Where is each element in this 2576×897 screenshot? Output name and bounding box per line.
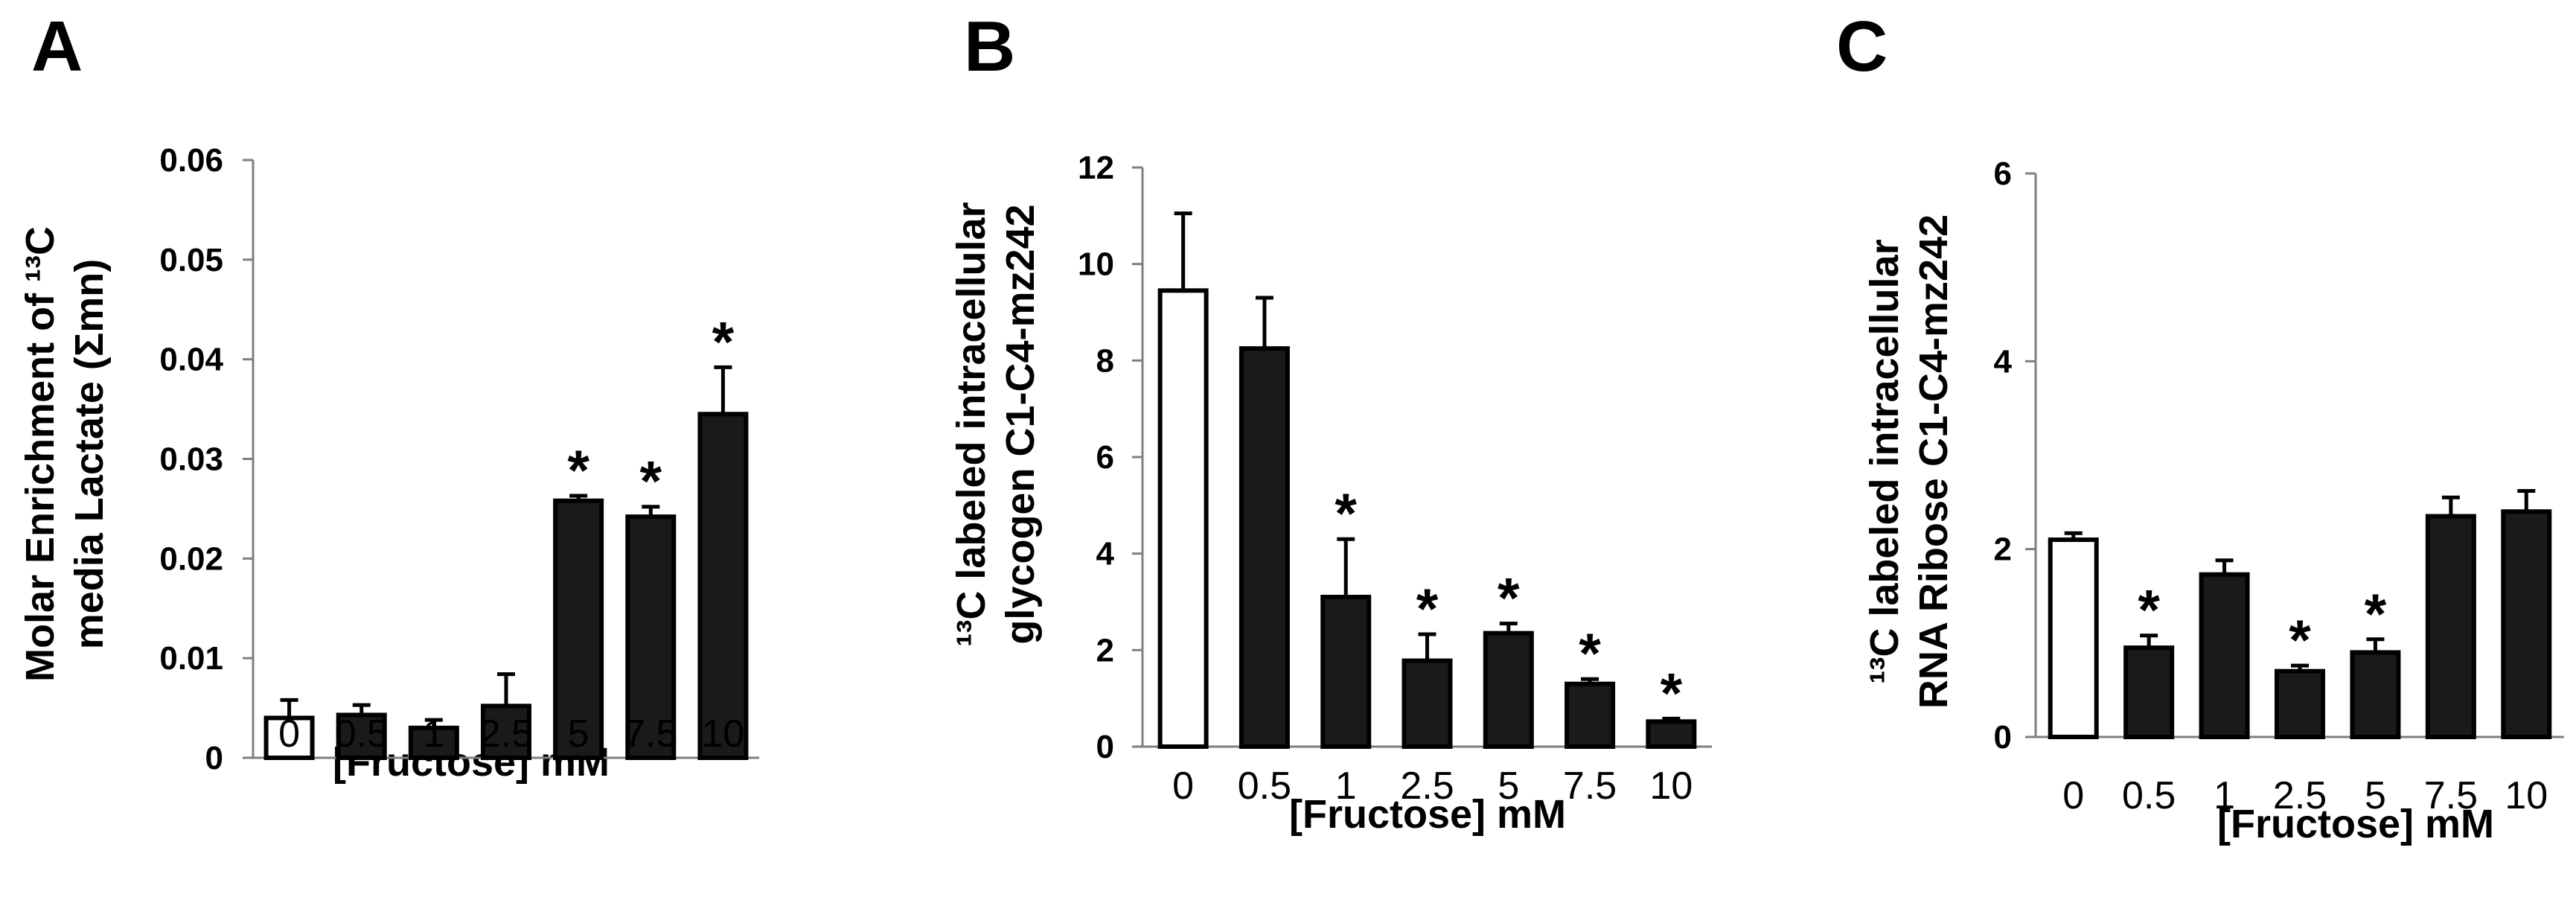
x-tick-label-b: 10 [1649, 764, 1693, 808]
significance-star-a: * [639, 450, 662, 514]
bar-b [1402, 658, 1453, 750]
bar-a [553, 498, 604, 761]
bar-b [1239, 346, 1290, 749]
significance-star-b: * [1579, 622, 1601, 686]
y-tick-label-b: 10 [1078, 246, 1114, 283]
x-tick-label-c: 1 [2214, 774, 2235, 817]
bar-b [1320, 595, 1372, 749]
x-tick-label-c: 0 [2062, 774, 2084, 817]
bar-a [336, 712, 387, 760]
x-axis-title-b: [Fructose] mM [1289, 792, 1566, 837]
significance-star-c: * [2289, 609, 2311, 672]
x-tick-label-b: 2.5 [1400, 764, 1454, 808]
y-tick-label-a: 0.03 [159, 441, 223, 478]
y-axis-title-b-line2: glycogen C1-C4-mz242 [998, 204, 1043, 644]
panel-letter-c: C [1836, 7, 1888, 86]
significance-star-c: * [2365, 583, 2387, 646]
y-tick-label-c: 6 [1994, 156, 2012, 192]
x-tick-label-c: 5 [2365, 774, 2386, 817]
y-axis-title-b-line1: ¹³C labeled intracellular [949, 202, 994, 646]
panel-c: C ¹³C labeled intracellular RNA Ribose C… [1836, 7, 2564, 846]
y-tick-label-a: 0 [205, 740, 223, 776]
y-tick-label-b: 0 [1096, 729, 1114, 765]
x-tick-label-a: 10 [702, 712, 745, 756]
significance-star-a: * [712, 310, 735, 374]
bar-b [1157, 288, 1209, 749]
x-tick-label-c: 0.5 [2122, 774, 2176, 817]
bar-a [263, 715, 315, 761]
bar-a [481, 703, 531, 761]
y-tick-label-c: 0 [1994, 719, 2012, 756]
x-tick-label-a: 7.5 [624, 712, 677, 756]
bar-c [2275, 668, 2325, 740]
significance-star-c: * [2138, 579, 2160, 642]
y-tick-label-b: 4 [1096, 536, 1115, 572]
x-tick-label-b: 5 [1498, 764, 1519, 808]
x-tick-label-b: 0 [1172, 764, 1194, 808]
y-tick-label-c: 2 [1994, 532, 2012, 568]
x-tick-label-a: 0 [278, 712, 300, 756]
y-tick-label-a: 0.06 [159, 142, 223, 179]
panel-letter-b: B [964, 7, 1015, 86]
bar-b [1646, 719, 1697, 750]
significance-star-b: * [1416, 578, 1439, 641]
x-tick-label-b: 1 [1335, 764, 1357, 808]
y-tick-label-b: 8 [1096, 342, 1114, 379]
significance-star-b: * [1498, 567, 1520, 631]
bar-c [2123, 645, 2175, 739]
x-axis-title-c: [Fructose] mM [2217, 802, 2494, 846]
bar-b [1565, 681, 1616, 750]
x-tick-label-a: 1 [423, 712, 444, 756]
x-tick-label-a: 2.5 [479, 712, 533, 756]
significance-star-b: * [1335, 482, 1357, 546]
bar-c [2199, 572, 2250, 740]
y-tick-label-b: 2 [1096, 632, 1114, 668]
x-tick-label-c: 7.5 [2424, 774, 2478, 817]
plot-area-a: 0 0.01 0.02 0.03 0.04 0.05 0.06 0 0.5 1 2.5 * 5 * 7.5 *… [159, 142, 759, 776]
bar-b [1483, 631, 1534, 749]
y-tick-label-b: 12 [1078, 150, 1114, 186]
bar-a [408, 725, 459, 760]
bar-a [625, 514, 677, 761]
bar-a [697, 412, 749, 761]
panel-b: B ¹³C labeled intracellular glycogen C1-… [949, 7, 1712, 837]
y-axis-title-c-line2: RNA Ribose C1-C4-mz242 [1911, 214, 1956, 709]
significance-star-a: * [567, 439, 589, 502]
plot-area-c: 0 2 4 6 0 * 0.5 1 * 2.5 * 5 7.5 10 [1994, 156, 2564, 817]
y-axis-title-c-line1: ¹³C labeled intracellular [1862, 239, 1907, 683]
x-tick-label-b: 0.5 [1238, 764, 1291, 808]
x-tick-label-c: 2.5 [2273, 774, 2327, 817]
x-tick-label-a: 0.5 [335, 712, 389, 756]
y-axis-title-a-line2: media Lactate (Σmn) [67, 259, 112, 650]
x-tick-label-b: 7.5 [1563, 764, 1617, 808]
y-tick-label-a: 0.04 [159, 342, 223, 378]
x-tick-label-c: 10 [2505, 774, 2548, 817]
bar-c [2501, 509, 2552, 739]
panel-a: A Molar Enrichment of ¹³C media Lactate … [18, 7, 759, 785]
y-tick-label-a: 0.01 [159, 640, 223, 677]
panel-letter-a: A [31, 7, 83, 86]
x-tick-label-a: 5 [568, 712, 589, 756]
significance-star-b: * [1661, 662, 1683, 725]
y-tick-label-b: 6 [1096, 439, 1114, 476]
y-axis-title-a-line1: Molar Enrichment of ¹³C [18, 226, 63, 682]
y-tick-label-a: 0.05 [159, 242, 223, 278]
y-tick-label-c: 4 [1994, 343, 2013, 380]
y-tick-label-a: 0.02 [159, 540, 223, 577]
bar-c [2048, 537, 2099, 739]
plot-area-b: 0 2 4 6 8 10 12 0 0.5 * 1 * 2.5 * 5 * 7.5 * 10 [1078, 150, 1712, 808]
bar-c [2425, 514, 2476, 740]
bar-c [2350, 650, 2401, 740]
